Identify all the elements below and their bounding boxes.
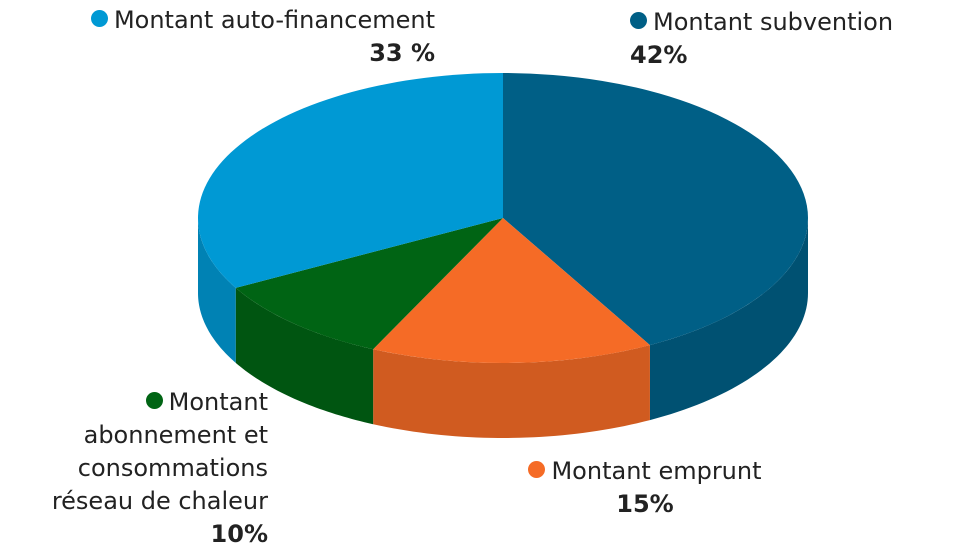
legend-text: Montant subvention — [653, 8, 894, 36]
value-label: 42% — [630, 41, 688, 69]
legend-text: Montant auto-financement — [113, 6, 435, 34]
slice — [197, 73, 503, 288]
slice — [503, 73, 809, 346]
slice-side — [235, 287, 374, 425]
slice-label: Montant emprunt 15% — [490, 455, 800, 521]
legend-marker — [90, 10, 108, 27]
slice-side — [649, 218, 808, 421]
slice-side — [373, 345, 650, 438]
value-label: 10% — [210, 520, 268, 548]
slice-side — [198, 218, 236, 363]
slice-label: Montant subvention 42% — [630, 6, 950, 72]
slice-label: Montant auto-financement 33 % — [10, 4, 435, 70]
legend-marker — [145, 392, 163, 409]
legend-entry: Montant subvention — [630, 6, 950, 39]
legend-entry: Montant abonnement et consommations rése… — [0, 386, 268, 518]
slice — [235, 218, 504, 350]
legend-text: Montant abonnement et consommations rése… — [51, 388, 268, 515]
legend-marker — [630, 12, 647, 29]
value-label: 15% — [616, 490, 674, 518]
legend-text: Montant emprunt — [551, 457, 762, 485]
slice — [373, 218, 650, 364]
legend-entry: Montant emprunt — [490, 455, 800, 488]
legend-marker — [528, 461, 546, 478]
slice-label: Montant abonnement et consommations rése… — [0, 386, 268, 551]
legend-entry: Montant auto-financement — [10, 4, 435, 37]
value-label: 33 % — [369, 39, 435, 67]
